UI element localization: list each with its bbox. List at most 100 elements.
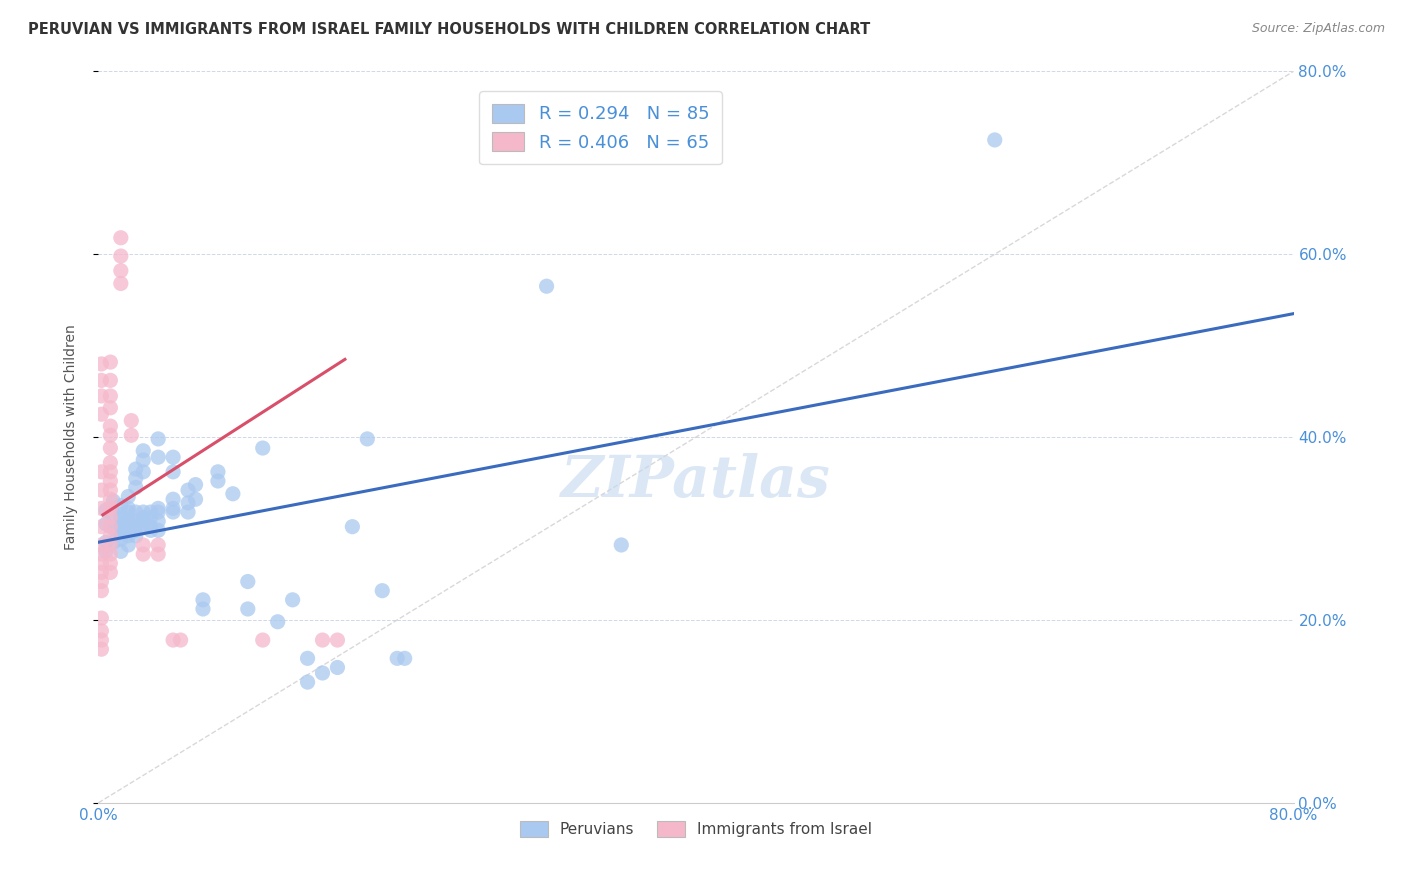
Point [98,419,122,434]
Point [98,492,122,507]
Point [162,633,184,648]
Point [148,547,170,561]
Point [110,512,132,526]
Point [98,566,122,580]
Point [132,443,155,458]
Point [110,263,132,277]
Point [162,465,184,479]
Point [90,624,112,638]
Point [98,465,122,479]
Point [125,514,148,528]
Point [90,633,112,648]
Point [90,556,112,570]
Point [98,373,122,387]
Point [117,538,139,552]
Point [162,505,184,519]
Point [132,538,155,552]
Point [148,514,170,528]
Point [117,501,139,516]
Point [326,633,349,648]
Point [94,503,117,517]
Point [148,501,170,516]
Point [148,432,170,446]
Point [222,487,245,501]
Point [117,529,139,543]
Point [98,428,122,442]
Y-axis label: Family Households with Children: Family Households with Children [63,324,77,550]
Point [110,508,132,522]
Point [117,524,139,538]
Point [117,516,139,531]
Point [98,519,122,533]
Point [110,526,132,541]
Point [98,529,122,543]
Point [90,465,112,479]
Point [207,474,229,488]
Point [98,547,122,561]
Point [125,462,148,476]
Point [132,465,155,479]
Text: ZIPatlas: ZIPatlas [561,453,831,509]
Point [207,465,229,479]
Point [117,505,139,519]
Point [90,389,112,403]
Point [110,533,132,547]
Text: Source: ZipAtlas.com: Source: ZipAtlas.com [1251,22,1385,36]
Point [132,547,155,561]
Point [103,508,125,522]
Point [110,499,132,513]
Point [177,483,200,497]
Point [117,514,139,528]
Point [110,521,132,535]
Point [132,505,155,519]
Point [536,279,558,293]
Point [148,505,170,519]
Point [90,483,112,497]
Point [98,474,122,488]
Point [98,355,122,369]
Point [132,453,155,467]
Point [98,510,122,524]
Point [371,583,394,598]
Point [191,602,214,616]
Point [184,477,207,491]
Point [103,535,125,549]
Point [98,556,122,570]
Point [120,414,142,428]
Point [120,428,142,442]
Point [90,519,112,533]
Text: PERUVIAN VS IMMIGRANTS FROM ISRAEL FAMILY HOUSEHOLDS WITH CHILDREN CORRELATION C: PERUVIAN VS IMMIGRANTS FROM ISRAEL FAMIL… [28,22,870,37]
Point [98,441,122,455]
Point [90,611,112,625]
Point [139,519,162,533]
Point [125,519,148,533]
Point [90,583,112,598]
Point [125,471,148,485]
Point [98,501,122,516]
Point [98,401,122,415]
Point [98,456,122,470]
Point [132,514,155,528]
Point [984,133,1007,147]
Point [267,615,290,629]
Point [94,535,117,549]
Point [98,538,122,552]
Point [148,450,170,465]
Point [103,521,125,535]
Point [177,505,200,519]
Point [117,490,139,504]
Point [148,538,170,552]
Point [90,642,112,657]
Point [342,519,364,533]
Point [356,432,378,446]
Point [125,529,148,543]
Point [90,547,112,561]
Point [110,516,132,531]
Point [110,249,132,263]
Point [98,483,122,497]
Point [125,480,148,494]
Point [162,450,184,465]
Point [252,441,274,455]
Point [252,633,274,648]
Point [311,665,333,680]
